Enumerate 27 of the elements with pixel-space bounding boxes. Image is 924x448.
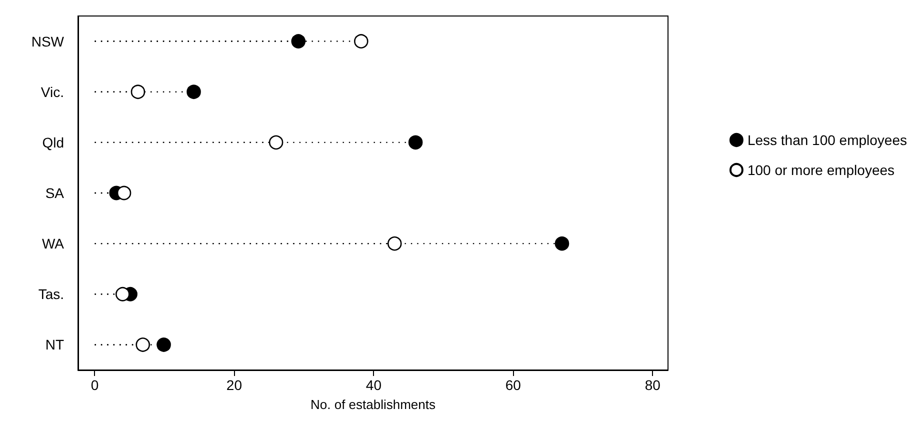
point <box>554 236 570 251</box>
point <box>116 186 132 200</box>
x-tick-label: 80 <box>644 377 661 393</box>
point <box>186 84 201 100</box>
y-tick-label: Tas. <box>38 286 64 302</box>
point <box>115 286 130 302</box>
x-tick-label: 60 <box>505 377 522 393</box>
legend-label: Less than 100 employees <box>747 132 908 148</box>
point <box>291 34 306 48</box>
point <box>354 34 368 48</box>
y-tick-label: SA <box>45 185 65 201</box>
y-tick-label: Vic. <box>40 84 64 100</box>
y-tick-label: Qld <box>42 134 64 150</box>
x-tick-label: 0 <box>90 377 99 393</box>
point <box>156 338 171 352</box>
y-tick-label: NT <box>45 336 64 353</box>
point <box>408 135 423 150</box>
point <box>136 338 150 352</box>
x-axis-title: No. of establishments <box>310 397 436 412</box>
y-tick-label: NSW <box>31 33 65 50</box>
point <box>268 135 284 150</box>
y-tick-label: WA <box>42 236 65 252</box>
x-tick-label: 40 <box>366 377 382 393</box>
point <box>130 84 146 100</box>
x-tick-label: 20 <box>226 377 242 393</box>
legend-label: 100 or more employees <box>747 162 895 178</box>
point <box>387 236 402 251</box>
